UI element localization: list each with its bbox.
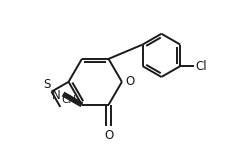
Text: O: O [126,75,135,88]
Text: N: N [52,89,61,102]
Text: S: S [43,78,50,91]
Text: Cl: Cl [195,60,207,73]
Text: O: O [104,129,113,142]
Text: CH₃: CH₃ [61,95,81,105]
